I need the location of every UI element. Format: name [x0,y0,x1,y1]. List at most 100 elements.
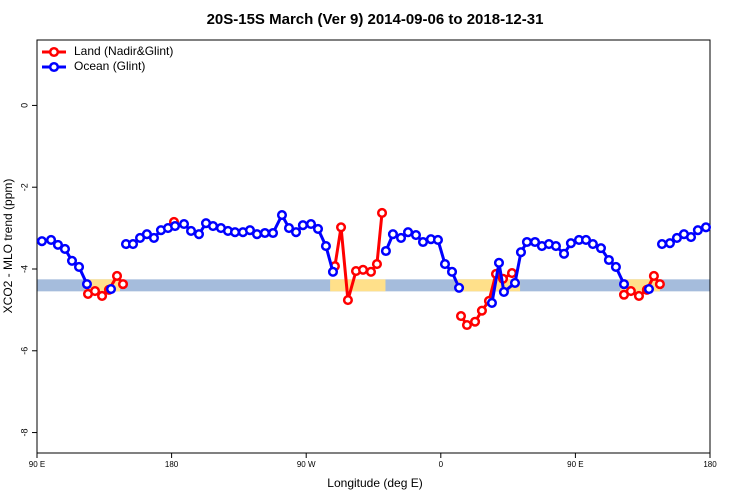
data-point [283,223,295,234]
data-point [595,243,607,254]
data-point [342,295,353,306]
data-point [73,261,85,272]
data-point [46,234,57,246]
data-point [185,225,197,237]
x-tick-label: 90 E [567,460,583,469]
data-point [700,222,712,233]
data-point [251,229,263,240]
data-point [685,232,697,243]
data-point [89,286,101,297]
data-point [493,257,505,268]
land-band [330,279,386,292]
data-point [521,236,532,248]
data-point [656,238,668,250]
y-tick-label: -4 [19,265,29,273]
data-point [376,207,388,219]
data-point [327,266,339,277]
data-point [207,221,219,232]
data-point [127,238,139,250]
data-point [529,236,541,248]
y-tick-label: 0 [19,103,29,108]
data-point [105,283,117,295]
data-point [267,227,279,239]
x-tick-label: 90 E [29,460,45,469]
y-tick-label: -8 [19,429,29,437]
data-point [380,245,391,257]
data-point [387,229,398,240]
data-point [455,310,467,322]
data-point [618,279,630,290]
data-point [506,268,518,279]
legend-marker [48,46,60,58]
legend-marker [48,61,60,73]
data-point [603,254,614,266]
x-tick-label: 0 [439,460,444,469]
legend-label: Ocean (Glint) [74,59,145,73]
data-point [276,209,288,221]
data-point [417,236,429,248]
data-point [297,220,308,231]
data-point [371,259,382,270]
data-point [193,229,205,240]
data-point [290,227,302,238]
data-point [244,225,256,236]
x-tick-label: 180 [165,460,179,469]
data-point [335,222,347,233]
data-point [357,264,369,275]
legend-label: Land (Nadir&Glint) [74,44,173,58]
data-point [580,234,592,246]
y-tick-label: -2 [19,183,29,191]
data-point [633,290,645,302]
data-point [320,241,331,252]
data-point [648,270,659,281]
data-point [439,259,451,270]
data-point [402,227,414,238]
data-point [36,236,47,247]
data-point [410,230,422,241]
data-point [81,279,93,290]
x-axis-label: Longitude (deg E) [327,476,422,490]
data-point [66,255,78,266]
data-point [476,305,487,316]
data-point [565,238,576,249]
data-point [587,238,598,250]
data-point [59,243,71,255]
plot-frame [36,39,711,454]
x-tick-label: 90 W [297,460,316,469]
data-point [550,241,562,252]
data-point [365,266,377,277]
data-point [664,238,675,249]
data-point [486,297,497,308]
data-point [692,225,703,236]
data-point [305,218,317,230]
data-point [509,277,521,288]
data-point [178,218,190,230]
data-point [625,286,636,297]
data-point [229,227,241,238]
data-point [148,232,160,243]
data-point [515,247,527,258]
data-point [259,227,270,239]
data-point [312,223,324,234]
data-point [453,282,465,293]
data-point [610,261,621,272]
data-point [654,279,665,290]
data-point [395,232,407,243]
data-point [558,248,570,259]
data-point [461,319,473,331]
data-point [446,266,458,277]
data-point [432,234,444,246]
data-point [52,239,63,250]
data-point [643,283,655,295]
data-point [111,270,123,281]
y-tick-label: -6 [19,347,29,355]
data-point [169,221,181,232]
x-tick-label: 180 [703,460,717,469]
chart-title: 20S-15S March (Ver 9) 2014-09-06 to 2018… [207,11,544,28]
data-point [117,279,129,290]
data-point [498,286,509,297]
data-point [97,290,108,302]
data-point [469,316,481,327]
y-axis-label: XCO2 - MLO trend (ppm) [1,179,15,314]
